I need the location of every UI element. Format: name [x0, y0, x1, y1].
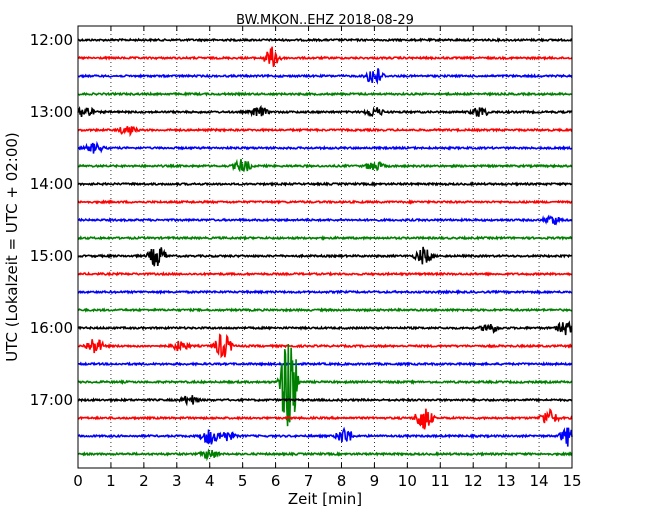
x-tick-label: 2: [139, 472, 149, 490]
trace-line: [77, 408, 573, 430]
axis-ticks: 0 1 2 3 4 5 6 7 8 9 10 11 12 13 14 1512:0013:0014:0015:…: [30, 26, 582, 490]
x-tick-label: 14: [530, 472, 549, 490]
x-tick-label: 10: [398, 472, 417, 490]
x-tick-label: 6: [271, 472, 281, 490]
plot-frame: [77, 25, 573, 469]
trace-line: [77, 333, 573, 359]
trace-line: [77, 181, 573, 187]
trace-line: [77, 246, 573, 267]
trace-line: [77, 320, 573, 336]
x-axis-label: Zeit [min]: [288, 490, 362, 508]
trace-line: [77, 448, 573, 462]
trace-line: [77, 158, 573, 173]
trace-line: [77, 199, 573, 205]
x-tick-label: 7: [304, 472, 314, 490]
trace-line: [77, 361, 573, 367]
x-tick-label: 15: [562, 472, 581, 490]
trace-line: [77, 46, 573, 68]
trace-line: [77, 104, 573, 118]
x-tick-label: 5: [238, 472, 248, 490]
trace-lines: [77, 37, 573, 462]
x-tick-label: 3: [172, 472, 182, 490]
trace-line: [77, 289, 573, 296]
trace-line: [77, 235, 573, 241]
trace-line: [77, 395, 573, 407]
x-tick-label: 1: [106, 472, 116, 490]
y-tick-label: 17:00: [30, 391, 73, 409]
trace-line: [77, 271, 573, 277]
chart-title: BW.MKON..EHZ 2018-08-29: [236, 13, 414, 28]
y-tick-label: 16:00: [30, 319, 73, 337]
y-tick-label: 14:00: [30, 175, 73, 193]
y-tick-label: 15:00: [30, 247, 73, 265]
trace-line: [77, 140, 573, 154]
y-axis-label: UTC (Lokalzeit = UTC + 02:00): [3, 132, 21, 362]
x-tick-label: 8: [337, 472, 347, 490]
trace-line: [77, 426, 573, 447]
x-tick-label: 0: [73, 472, 83, 490]
trace-line: [77, 214, 573, 226]
grid-lines: [110, 26, 540, 468]
x-tick-label: 9: [370, 472, 380, 490]
trace-line: [77, 91, 573, 97]
y-tick-label: 12:00: [30, 31, 73, 49]
trace-line: [77, 37, 573, 43]
x-tick-label: 13: [497, 472, 516, 490]
trace-line: [77, 126, 573, 138]
x-tick-label: 11: [431, 472, 450, 490]
x-tick-label: 4: [205, 472, 215, 490]
trace-line: [77, 68, 573, 85]
y-tick-label: 13:00: [30, 103, 73, 121]
trace-line: [77, 344, 573, 427]
x-tick-label: 12: [464, 472, 483, 490]
trace-line: [77, 307, 573, 313]
